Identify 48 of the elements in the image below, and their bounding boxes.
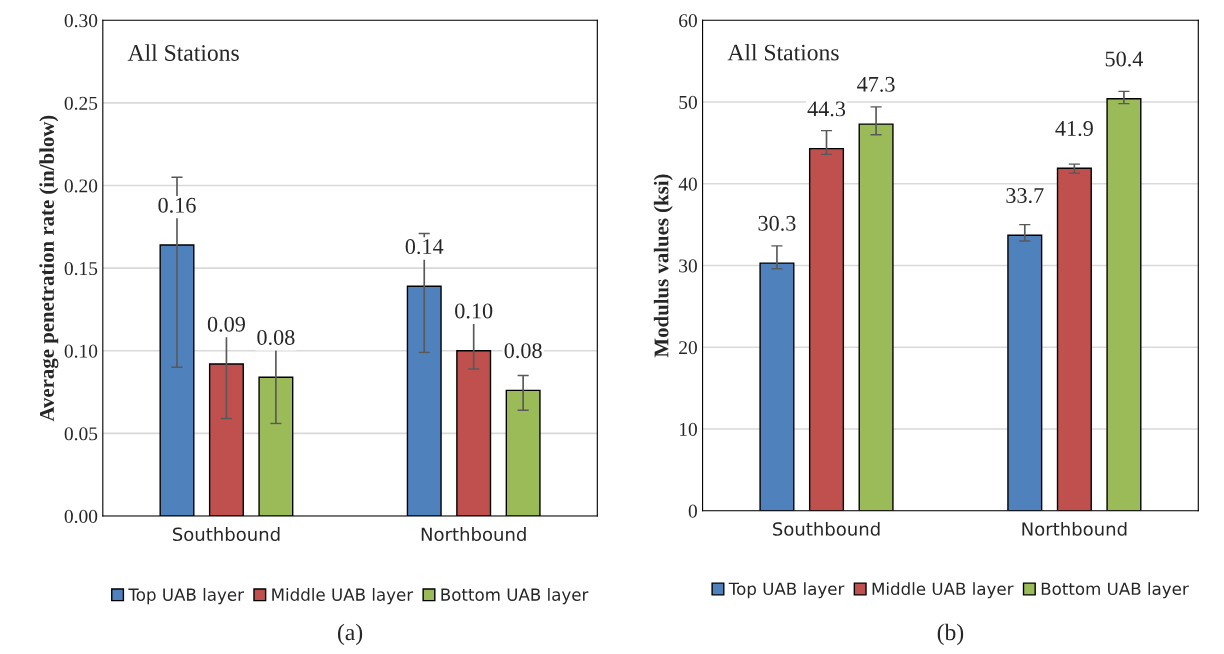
y-tick-label: 20 [679, 341, 697, 355]
bar [1056, 167, 1092, 511]
legend-label: Bottom UAB layer [1041, 582, 1189, 599]
y-tick-label: 0.05 [64, 427, 98, 441]
data-label: 33.7 [1006, 188, 1044, 204]
data-label: 44.3 [807, 101, 846, 117]
x-tick-label: Southbound [172, 527, 280, 542]
y-tick-label: 10 [679, 422, 697, 436]
data-label: 0.14 [405, 239, 444, 255]
bar [858, 123, 894, 511]
y-tick-label: 0.20 [64, 179, 98, 193]
bar [759, 262, 795, 511]
x-tick-label: Southbound [773, 521, 880, 536]
y-tick-label: 0.15 [64, 261, 98, 276]
x-tick-label: Northbound [421, 527, 526, 542]
y-axis-title: Average penetration rate (in/blow) [39, 115, 59, 422]
legend-label: Middle UAB layer [272, 588, 414, 605]
data-label: 0.08 [504, 343, 542, 359]
data-label: 0.10 [455, 303, 493, 319]
annotation: All Stations [727, 43, 839, 61]
y-tick-label: 0 [688, 504, 697, 518]
y-tick-label: 0.10 [64, 344, 98, 358]
y-tick-label: 60 [679, 14, 697, 28]
data-label: 41.9 [1055, 121, 1093, 137]
bar [1106, 98, 1142, 511]
y-axis-title: Modulus values (ksi) [653, 174, 673, 358]
text: (b) [937, 623, 964, 646]
data-label: 47.3 [857, 76, 895, 92]
legend-label: Top UAB layer [128, 588, 244, 605]
bar [1007, 234, 1043, 511]
annotation: All Stations [127, 44, 239, 61]
data-label: 0.08 [257, 329, 295, 346]
data-label: 30.3 [758, 215, 796, 231]
data-label: 50.4 [1105, 51, 1144, 67]
data-label: 0.09 [207, 316, 245, 332]
y-tick-label: 30 [679, 259, 697, 273]
legend-label: Middle UAB layer [872, 582, 1014, 599]
bar [808, 147, 845, 511]
data-label: 0.16 [158, 197, 196, 213]
legend-label: Top UAB layer [728, 582, 845, 599]
x-tick-label: Northbound [1022, 521, 1127, 536]
y-tick-label: 0.30 [64, 14, 98, 28]
y-tick-label: 50 [679, 95, 697, 109]
text: (a) [338, 623, 363, 646]
y-tick-label: 0.00 [64, 509, 98, 524]
y-tick-label: 0.25 [64, 96, 98, 110]
legend-label: Bottom UAB layer [441, 588, 589, 605]
y-tick-label: 40 [678, 177, 697, 191]
